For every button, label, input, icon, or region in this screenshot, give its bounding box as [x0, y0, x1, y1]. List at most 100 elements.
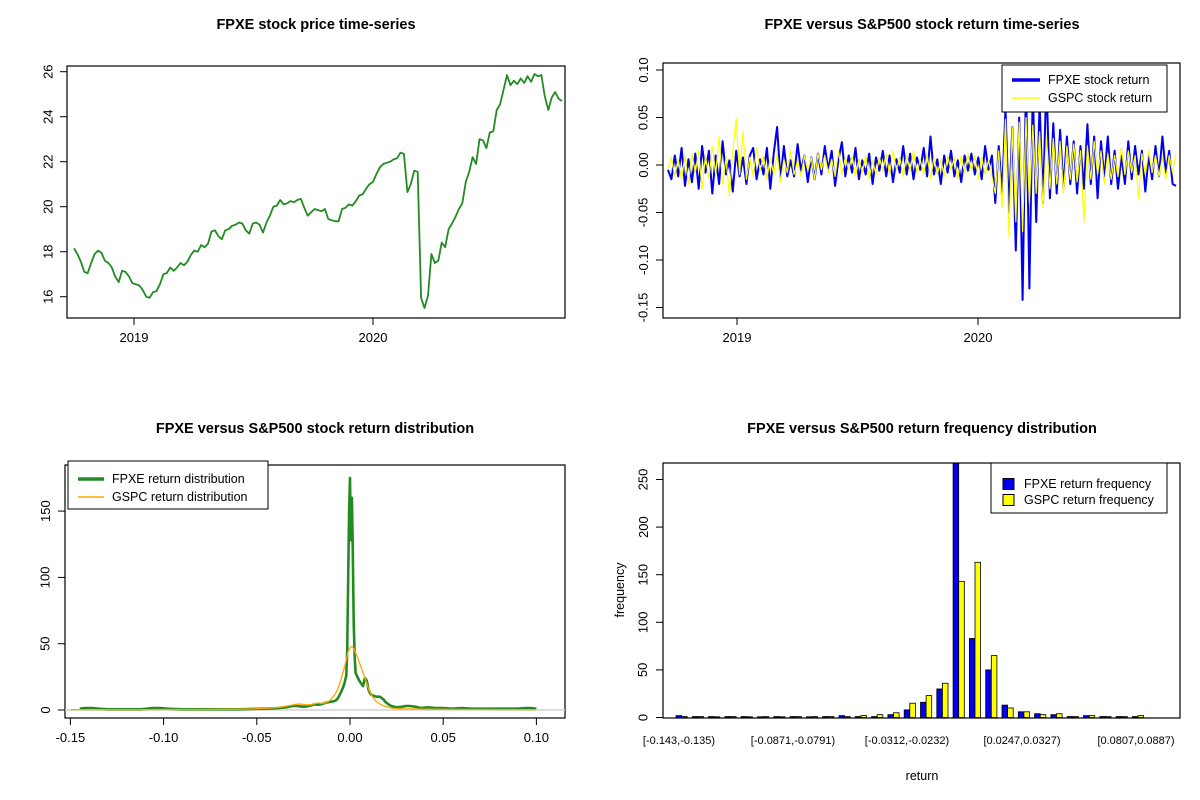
gspc-frequency-bar: [893, 712, 900, 718]
density-xtick-005: 0.05: [431, 730, 456, 745]
histogram-x-axis: [-0.143,-0.135) [-0.0871,-0.0791) [-0.03…: [643, 735, 1175, 783]
gspc-frequency-bar: [697, 716, 704, 718]
price-ytick-24: 24: [40, 109, 55, 123]
gspc-frequency-bar: [1072, 716, 1079, 718]
price-plot-panel: FPXE stock price time-series 16 18 20 22…: [0, 0, 600, 400]
gspc-frequency-bar: [990, 655, 998, 718]
fpxe-frequency-bar: [1083, 715, 1090, 718]
gspc-frequency-bar: [795, 716, 802, 718]
gspc-frequency-bar: [681, 716, 688, 718]
gspc-frequency-bar: [860, 715, 867, 718]
fpxe-frequency-bar: [838, 715, 845, 718]
gspc-frequency-bar: [958, 580, 965, 718]
histogram-bars-group: [675, 462, 1144, 718]
gspc-frequency-bar: [713, 716, 721, 718]
density-chart-title: FPXE versus S&P500 stock return distribu…: [156, 421, 474, 437]
fpxe-frequency-bar: [952, 462, 960, 718]
fpxe-frequency-bar: [1017, 711, 1025, 718]
gspc-frequency-bar: [909, 702, 916, 718]
fpxe-price-line: [73, 73, 563, 309]
fpxe-frequency-bar: [1034, 713, 1041, 718]
returns-legend-gspc-label: GSPC stock return: [1048, 91, 1152, 105]
price-ytick-16: 16: [40, 289, 55, 303]
price-ytick-18: 18: [40, 244, 55, 258]
gspc-frequency-bar: [1039, 714, 1047, 718]
density-xtick-m005: -0.05: [242, 730, 272, 745]
density-ytick-0: 0: [38, 706, 53, 713]
hist-legend-gspc-label: GSPC return frequency: [1024, 493, 1155, 507]
returns-chart: FPXE versus S&P500 stock return time-ser…: [636, 17, 1181, 345]
hist-ytick-250: 250: [636, 469, 651, 491]
returns-y-axis: 0.10 0.05 0.00 -0.05 -0.10 -0.15: [636, 57, 663, 322]
fpxe-frequency-bar: [1115, 716, 1123, 718]
returns-ytick-m005: -0.05: [636, 198, 651, 228]
returns-ytick-005: 0.05: [636, 105, 651, 130]
histogram-plot-panel: FPXE versus S&P500 return frequency dist…: [600, 400, 1200, 800]
density-legend-gspc-label: GSPC return distribution: [112, 490, 248, 504]
gspc-frequency-bar: [1056, 713, 1063, 718]
density-legend: FPXE return distribution GSPC return dis…: [67, 460, 269, 510]
fpxe-frequency-bar: [985, 669, 992, 718]
gspc-frequency-bar: [811, 716, 818, 718]
returns-plot-box: [662, 62, 1181, 319]
hist-xlabel: return: [906, 769, 939, 783]
gspc-frequency-bar: [730, 716, 737, 718]
density-y-axis: 0 50 100 150: [37, 500, 65, 714]
price-xtick-2020: 2020: [359, 330, 388, 345]
fpxe-frequency-bar: [789, 716, 797, 718]
price-series-group: [73, 73, 563, 309]
fpxe-frequency-bar: [968, 638, 976, 718]
gspc-frequency-bar: [1088, 715, 1096, 718]
returns-series-group: [667, 78, 1177, 301]
histogram-y-axis: 0 50 100 150 200 250 frequency: [613, 469, 663, 721]
fpxe-frequency-bar: [871, 716, 878, 718]
fpxe-return-line: [667, 78, 1177, 301]
hist-ytick-50: 50: [635, 663, 650, 677]
fpxe-frequency-bar: [773, 716, 780, 718]
fpxe-frequency-bar: [936, 688, 943, 718]
fpxe-frequency-bar: [1050, 714, 1057, 718]
density-ytick-100: 100: [38, 567, 53, 589]
gspc-frequency-bar: [941, 682, 949, 718]
fpxe-frequency-bar: [1099, 716, 1106, 718]
gspc-frequency-bar: [844, 716, 851, 718]
gspc-frequency-bar: [876, 714, 884, 718]
density-plot-box: [64, 464, 566, 719]
fpxe-frequency-bar: [724, 716, 731, 718]
returns-ytick-m010: -0.10: [636, 245, 651, 275]
hist-legend-gspc-swatch: [1002, 494, 1015, 506]
gspc-return-line: [667, 116, 1177, 237]
histogram-legend: FPXE return frequency GSPC return freque…: [990, 462, 1168, 514]
gspc-frequency-bar: [746, 716, 753, 718]
hist-binlabel-3: [-0.0312,-0.0232): [865, 735, 949, 747]
hist-binlabel-1: [-0.143,-0.135): [643, 735, 715, 747]
price-ytick-20: 20: [40, 199, 55, 213]
density-xtick-m015: -0.15: [56, 730, 86, 745]
returns-x-axis: 2019 2020: [723, 318, 993, 345]
returns-xtick-2020: 2020: [964, 330, 993, 345]
density-ytick-50: 50: [37, 636, 52, 650]
density-plot-panel: FPXE versus S&P500 stock return distribu…: [0, 400, 600, 800]
fpxe-frequency-bar: [675, 715, 682, 718]
price-ytick-26: 26: [40, 64, 55, 78]
returns-ytick-010: 0.10: [636, 57, 651, 82]
density-x-axis: -0.15 -0.10 -0.05 0.00 0.05 0.10: [56, 718, 549, 745]
fpxe-frequency-bar: [805, 716, 813, 718]
hist-binlabel-5: [0.0807,0.0887): [1097, 735, 1174, 747]
density-ytick-150: 150: [38, 500, 53, 522]
gspc-frequency-bar: [974, 561, 981, 718]
returns-legend: FPXE stock return GSPC stock return: [1001, 64, 1168, 113]
price-plot-box: [66, 65, 566, 319]
hist-ytick-150: 150: [635, 564, 650, 586]
histogram-chart: FPXE versus S&P500 return frequency dist…: [613, 421, 1181, 783]
hist-ytick-200: 200: [636, 516, 651, 538]
gspc-frequency-bar: [1023, 711, 1030, 718]
histogram-chart-title: FPXE versus S&P500 return frequency dist…: [747, 421, 1097, 437]
gspc-frequency-bar: [1104, 716, 1112, 718]
price-y-axis: 16 18 20 22 24 26: [40, 64, 67, 304]
returns-xtick-2019: 2019: [723, 330, 752, 345]
hist-binlabel-4: [0.0247,0.0327): [983, 735, 1060, 747]
hist-ytick-100: 100: [636, 611, 651, 633]
fpxe-frequency-bar: [887, 714, 894, 718]
